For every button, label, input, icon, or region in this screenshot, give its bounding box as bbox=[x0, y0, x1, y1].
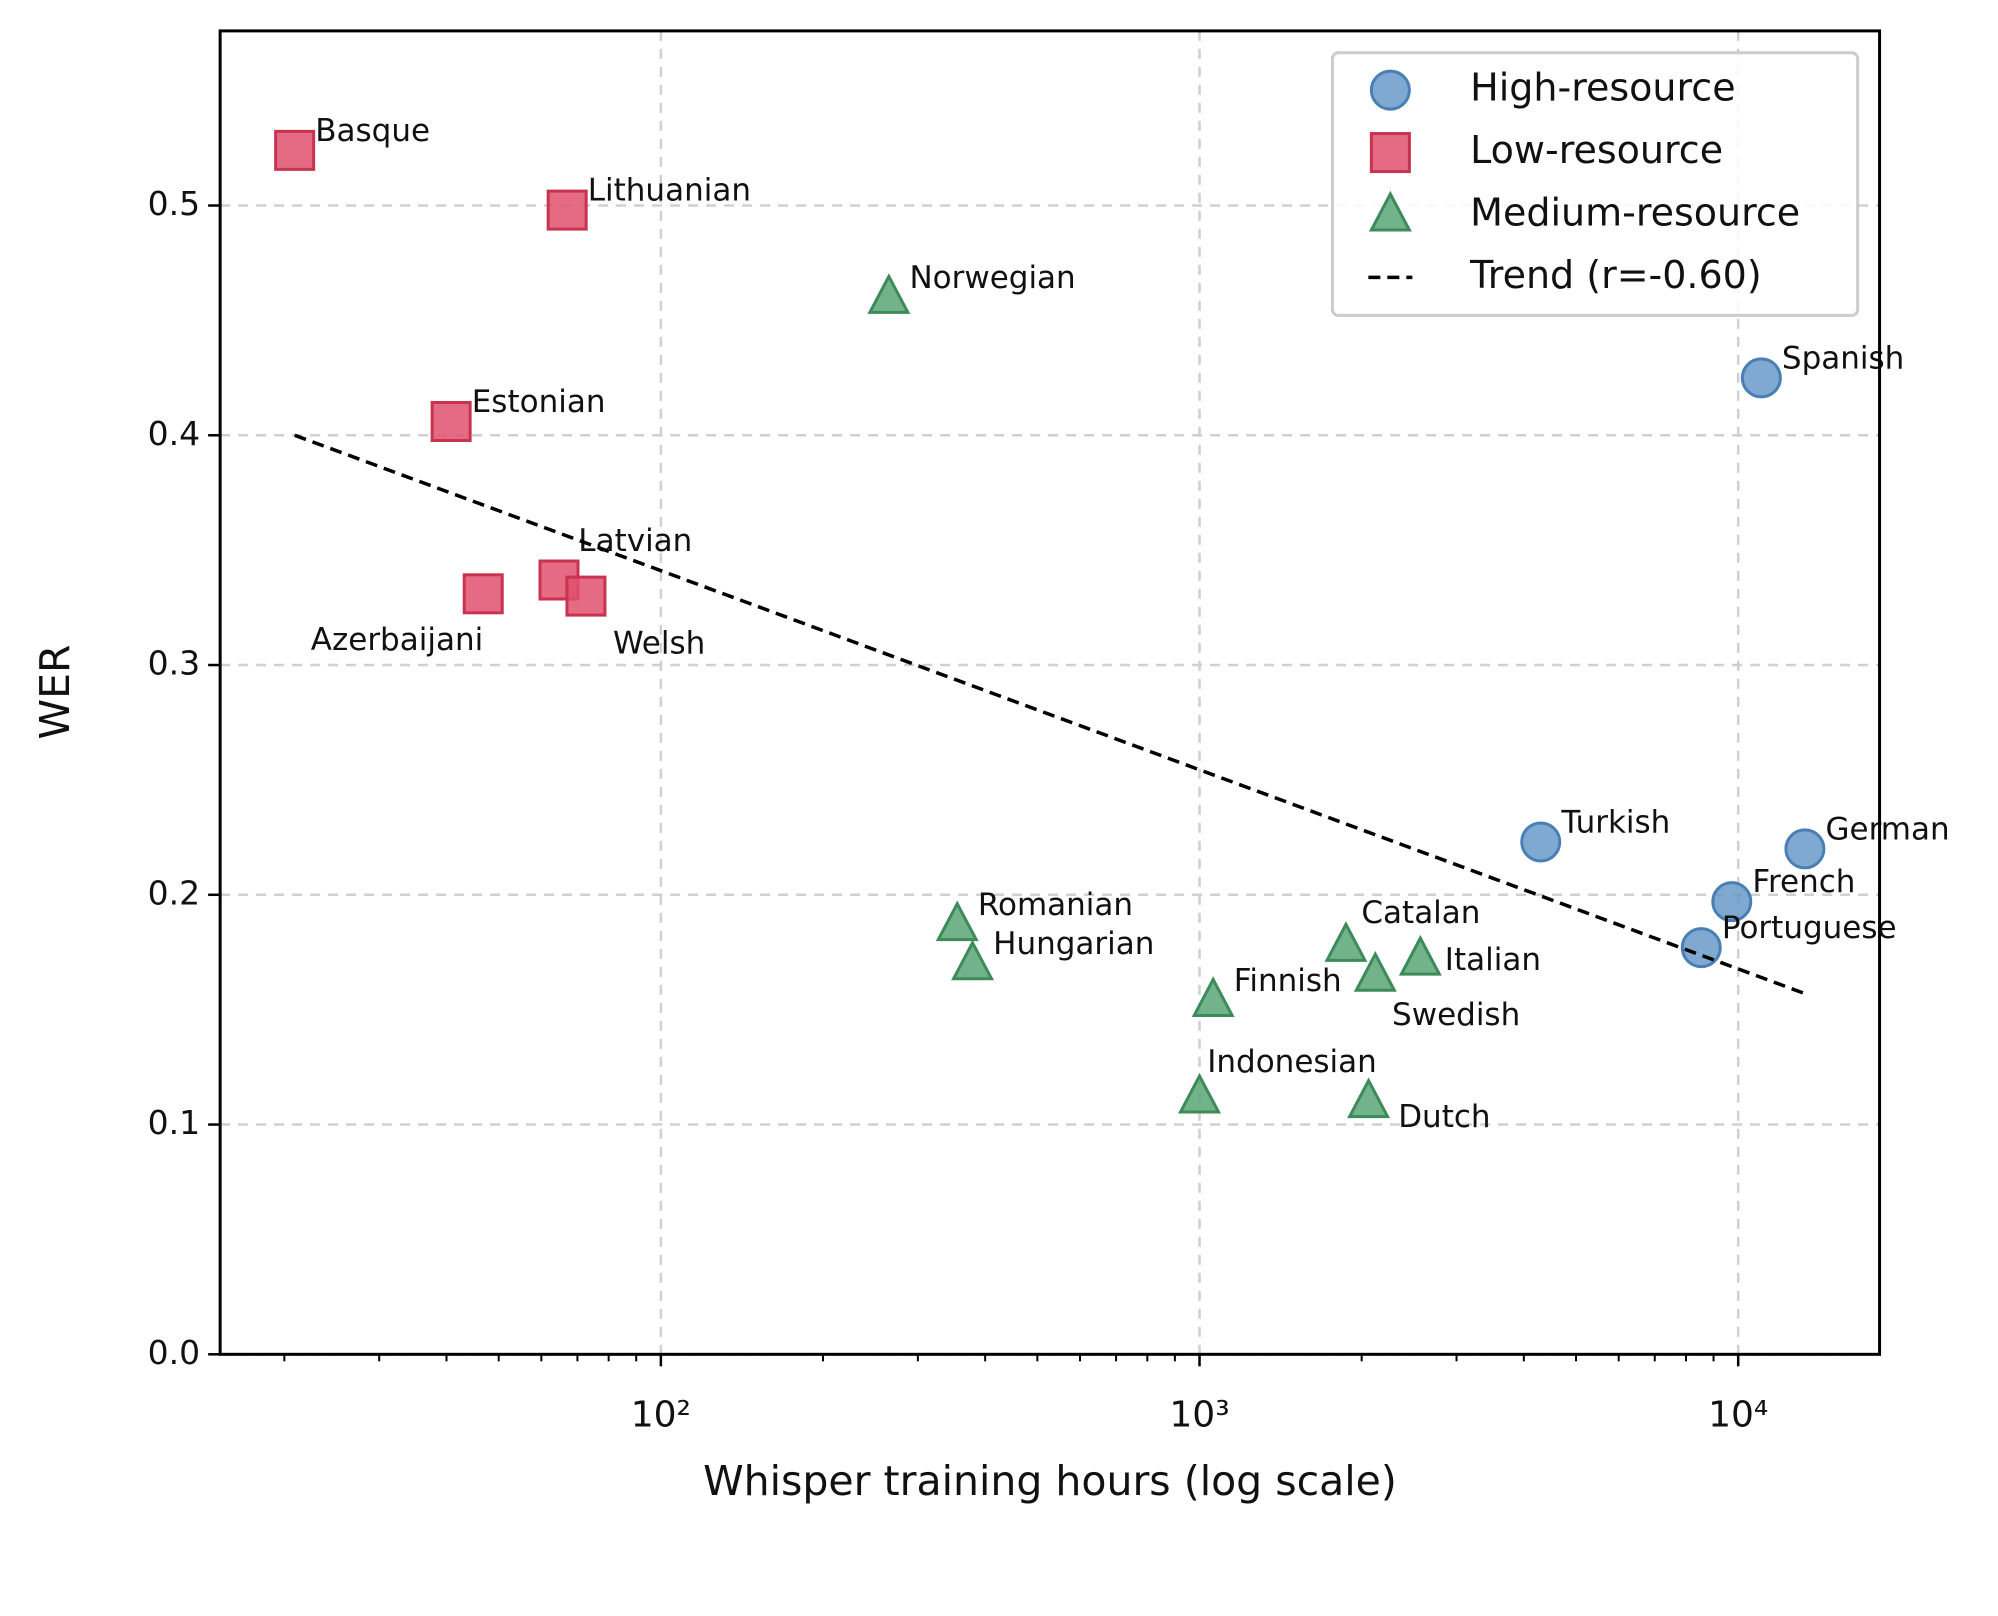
trend-line bbox=[294, 433, 1806, 996]
point-label: Finnish bbox=[1234, 963, 1342, 999]
point-label: French bbox=[1752, 864, 1855, 900]
point-label: Italian bbox=[1445, 942, 1541, 978]
point bbox=[274, 129, 316, 171]
legend-label: Trend (r=-0.60) bbox=[1469, 253, 1762, 297]
point bbox=[1784, 828, 1826, 870]
point bbox=[1324, 921, 1368, 962]
point-label: Lithuanian bbox=[588, 173, 751, 209]
point bbox=[1353, 950, 1397, 992]
legend-marker bbox=[1369, 132, 1411, 174]
y-tick-label: 0.5 bbox=[148, 184, 200, 223]
point-label: Romanian bbox=[978, 887, 1133, 923]
point bbox=[1178, 1072, 1222, 1114]
point bbox=[1520, 821, 1562, 863]
legend-label: Low-resource bbox=[1470, 128, 1723, 172]
point bbox=[1680, 927, 1722, 969]
legend-marker bbox=[1368, 190, 1412, 232]
point bbox=[1740, 357, 1782, 399]
y-tick-label: 0.3 bbox=[148, 644, 200, 683]
point-label: Swedish bbox=[1392, 997, 1520, 1033]
point-label: Catalan bbox=[1361, 895, 1480, 931]
x-tick-label: 10⁴ bbox=[1708, 1394, 1768, 1435]
point bbox=[1398, 934, 1442, 976]
y-tick-label: 0.0 bbox=[148, 1333, 200, 1372]
point-label: Spanish bbox=[1782, 340, 1904, 376]
point-label: Dutch bbox=[1398, 1099, 1490, 1135]
point bbox=[565, 575, 607, 617]
y-tick-label: 0.2 bbox=[148, 873, 200, 912]
point bbox=[1347, 1077, 1391, 1119]
point-label: Latvian bbox=[578, 523, 692, 559]
x-tick-label: 10² bbox=[631, 1394, 691, 1435]
point-label: Azerbaijani bbox=[311, 622, 483, 658]
point bbox=[430, 400, 472, 442]
legend-label: High-resource bbox=[1470, 66, 1735, 110]
y-axis-label: WER bbox=[31, 645, 79, 740]
point bbox=[1191, 976, 1235, 1017]
point-label: Turkish bbox=[1560, 804, 1670, 840]
point-label: Welsh bbox=[613, 626, 705, 662]
point bbox=[462, 573, 504, 615]
point bbox=[935, 900, 979, 942]
point bbox=[867, 273, 911, 314]
y-tick-label: 0.4 bbox=[148, 414, 200, 453]
x-axis-label: Whisper training hours (log scale) bbox=[703, 1457, 1397, 1505]
legend-marker bbox=[1369, 69, 1411, 111]
y-tick-label: 0.1 bbox=[148, 1103, 200, 1142]
x-tick-label: 10³ bbox=[1169, 1394, 1229, 1435]
point-label: German bbox=[1826, 811, 1950, 847]
point bbox=[546, 189, 588, 231]
plot-frame bbox=[218, 29, 1882, 1356]
point-label: Hungarian bbox=[993, 926, 1154, 962]
point bbox=[951, 939, 995, 981]
point-label: Indonesian bbox=[1207, 1044, 1377, 1080]
point-label: Portuguese bbox=[1722, 910, 1897, 946]
legend-box bbox=[1330, 51, 1860, 317]
point bbox=[1711, 881, 1753, 923]
point-label: Estonian bbox=[472, 384, 606, 420]
point-label: Basque bbox=[315, 113, 430, 149]
point-label: Norwegian bbox=[909, 260, 1075, 296]
legend-label: Medium-resource bbox=[1470, 190, 1800, 234]
